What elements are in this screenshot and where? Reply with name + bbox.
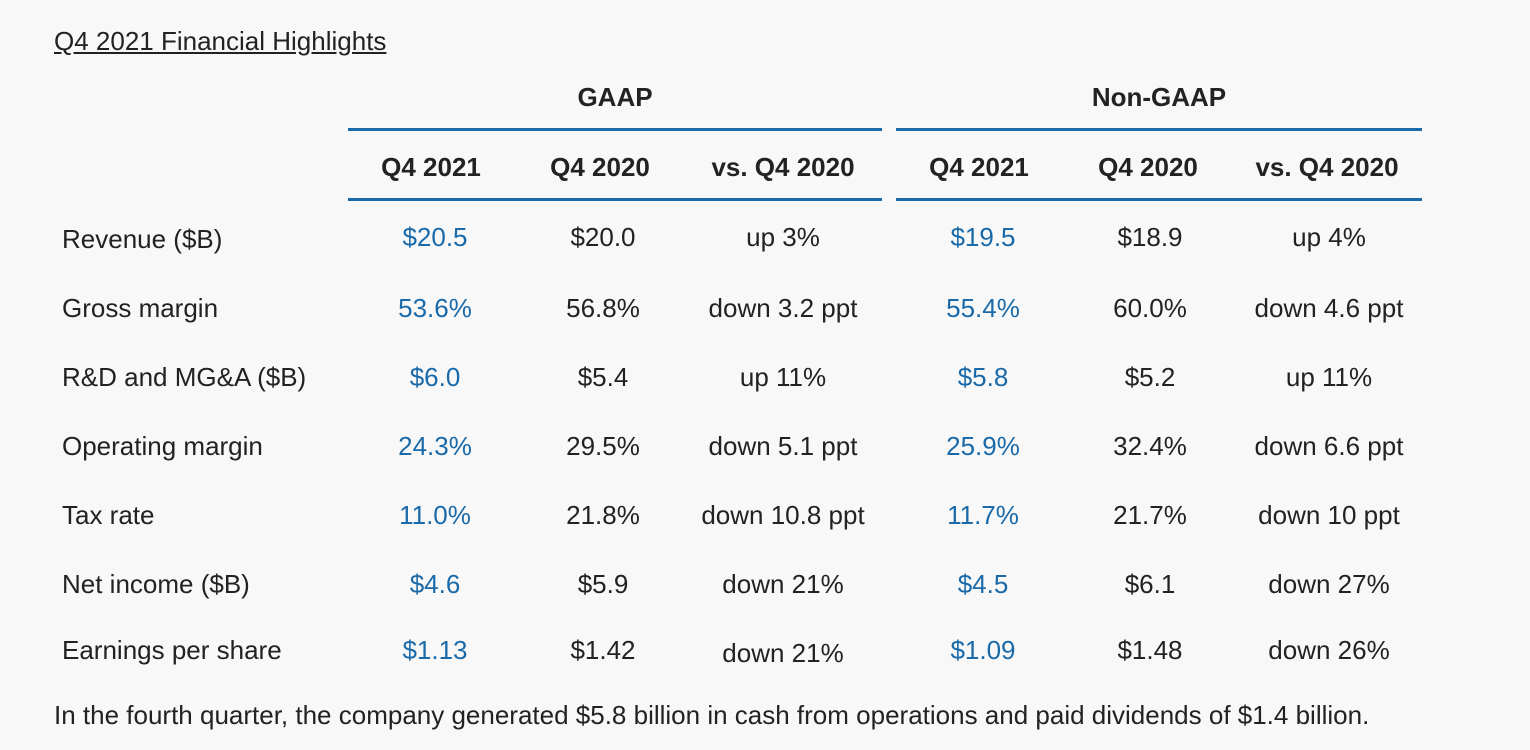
cell-gaap-q4-2021: 24.3% xyxy=(398,431,472,461)
cell-nongaap-vs: up 11% xyxy=(1285,362,1373,392)
cell-gaap-q4-2021: $6.0 xyxy=(409,362,461,392)
cell-gaap-q4-2021: 11.0% xyxy=(399,500,471,530)
col-header-nongaap-q4-2020: Q4 2020 xyxy=(1098,152,1198,182)
cell-gaap-vs: down 5.1 ppt xyxy=(708,431,858,461)
cell-nongaap-q4-2021: $4.5 xyxy=(957,569,1009,599)
cell-gaap-q4-2020: $20.0 xyxy=(570,222,636,252)
cell-nongaap-q4-2021: 55.4% xyxy=(946,293,1020,323)
row-label: R&D and MG&A ($B) xyxy=(62,362,307,392)
cell-nongaap-q4-2020: 60.0% xyxy=(1113,293,1187,323)
cell-nongaap-q4-2020: $1.48 xyxy=(1117,635,1183,665)
row-label: Gross margin xyxy=(62,293,219,323)
cell-gaap-vs: down 21% xyxy=(722,638,844,668)
cell-nongaap-q4-2020: $5.2 xyxy=(1124,362,1176,392)
row-label: Operating margin xyxy=(62,431,263,461)
cell-nongaap-vs: down 4.6 ppt xyxy=(1254,293,1404,323)
gaap-top-divider xyxy=(348,128,882,131)
cell-nongaap-vs: up 4% xyxy=(1292,222,1366,252)
row-label: Net income ($B) xyxy=(62,569,250,599)
col-header-nongaap-q4-2021: Q4 2021 xyxy=(929,152,1029,182)
cell-gaap-vs: down 3.2 ppt xyxy=(708,293,858,323)
cell-nongaap-q4-2021: 11.7% xyxy=(947,500,1019,530)
row-label: Revenue ($B) xyxy=(62,224,223,254)
cell-gaap-vs: down 10.8 ppt xyxy=(701,500,865,530)
col-header-gaap-vs: vs. Q4 2020 xyxy=(711,152,855,182)
cell-nongaap-q4-2021: $19.5 xyxy=(950,222,1016,252)
cell-gaap-vs: down 21% xyxy=(722,569,844,599)
cell-nongaap-q4-2021: 25.9% xyxy=(946,431,1020,461)
cell-gaap-q4-2020: 29.5% xyxy=(566,431,640,461)
cell-nongaap-vs: down 27% xyxy=(1268,569,1390,599)
cell-nongaap-q4-2020: $6.1 xyxy=(1124,569,1176,599)
cell-gaap-q4-2021: $1.13 xyxy=(402,635,468,665)
gaap-header-divider xyxy=(348,198,882,201)
cell-nongaap-q4-2020: 32.4% xyxy=(1113,431,1187,461)
cell-gaap-q4-2021: $20.5 xyxy=(402,222,468,252)
cell-nongaap-vs: down 6.6 ppt xyxy=(1254,431,1404,461)
cell-nongaap-q4-2021: $5.8 xyxy=(957,362,1009,392)
row-label: Earnings per share xyxy=(62,635,282,665)
cell-gaap-q4-2020: 56.8% xyxy=(566,293,640,323)
cell-gaap-q4-2021: 53.6% xyxy=(398,293,472,323)
col-header-gaap-q4-2020: Q4 2020 xyxy=(550,152,650,182)
non-gaap-group-header: Non-GAAP xyxy=(1091,82,1227,112)
col-header-nongaap-vs: vs. Q4 2020 xyxy=(1255,152,1399,182)
cell-gaap-vs: up 3% xyxy=(746,222,820,252)
col-header-gaap-q4-2021: Q4 2021 xyxy=(381,152,481,182)
footer-note: In the fourth quarter, the company gener… xyxy=(54,700,1370,730)
cell-gaap-vs: up 11% xyxy=(739,362,827,392)
non-gaap-header-divider xyxy=(896,198,1422,201)
cell-nongaap-q4-2021: $1.09 xyxy=(950,635,1016,665)
cell-gaap-q4-2021: $4.6 xyxy=(409,569,461,599)
row-label: Tax rate xyxy=(62,500,155,530)
cell-nongaap-q4-2020: 21.7% xyxy=(1113,500,1187,530)
cell-gaap-q4-2020: $5.9 xyxy=(577,569,629,599)
cell-nongaap-vs: down 26% xyxy=(1268,635,1390,665)
cell-gaap-q4-2020: $5.4 xyxy=(577,362,629,392)
gaap-group-header: GAAP xyxy=(577,82,653,112)
cell-nongaap-q4-2020: $18.9 xyxy=(1117,222,1183,252)
cell-gaap-q4-2020: $1.42 xyxy=(570,635,636,665)
cell-nongaap-vs: down 10 ppt xyxy=(1258,500,1400,530)
page-title: Q4 2021 Financial Highlights xyxy=(54,26,387,56)
non-gaap-top-divider xyxy=(896,128,1422,131)
cell-gaap-q4-2020: 21.8% xyxy=(566,500,640,530)
